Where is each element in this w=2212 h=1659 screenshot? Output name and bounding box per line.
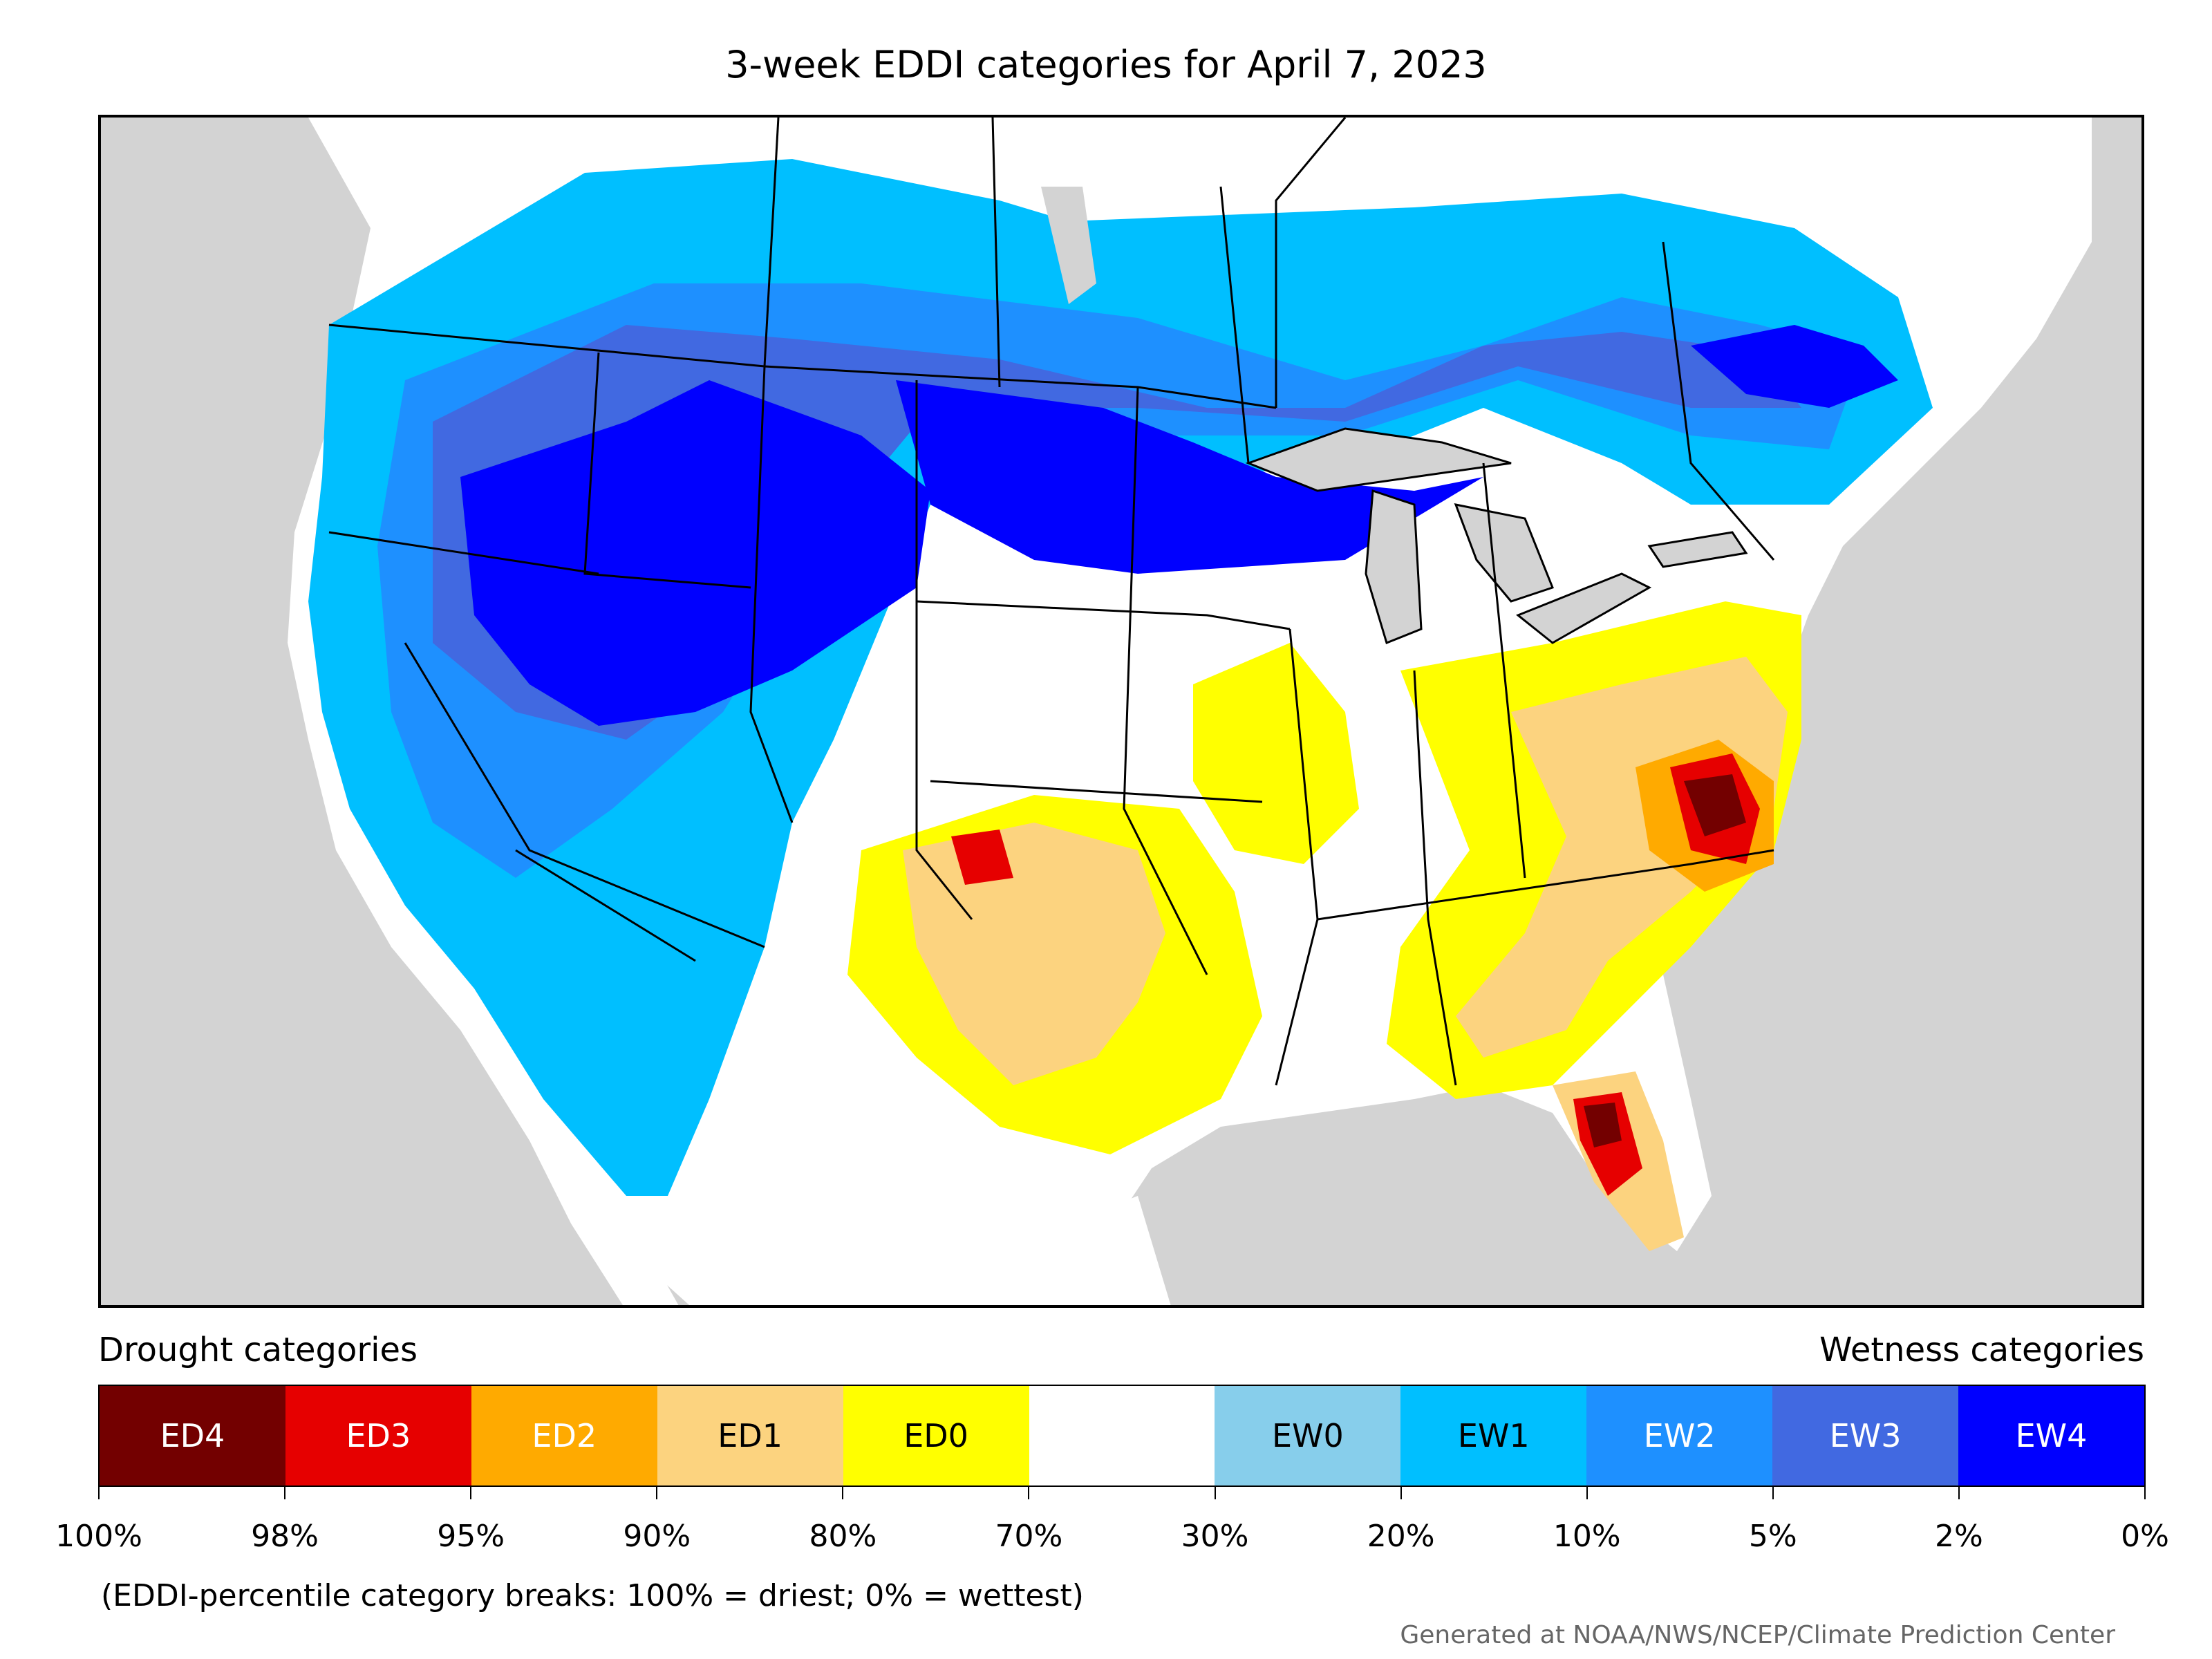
lake-ontario <box>1647 531 1748 568</box>
wetness-categories-heading: Wetness categories <box>1819 1331 2144 1369</box>
lake-winnipeg <box>1041 187 1096 304</box>
lake-michigan <box>1365 489 1423 645</box>
dry-ed3-oklahoma <box>951 830 1013 885</box>
legend-tick-label: 100% <box>55 1519 142 1554</box>
legend-tick-label: 95% <box>437 1519 505 1554</box>
map-title: 3-week EDDI categories for April 7, 2023 <box>725 43 1487 86</box>
legend-category-ew3: EW3 <box>1772 1386 1959 1485</box>
legend-tick-label: 98% <box>251 1519 319 1554</box>
legend-ticks <box>98 1487 2146 1515</box>
percentile-note: (EDDI-percentile category breaks: 100% =… <box>101 1578 1084 1613</box>
category-color-bar: ED4 ED3 ED2 ED1 ED0 EW0 EW1 EW2 EW3 EW4 <box>98 1385 2146 1487</box>
legend-tick-label: 10% <box>1553 1519 1621 1554</box>
legend-category-ew4: EW4 <box>1958 1386 2144 1485</box>
legend-category-ew0: EW0 <box>1215 1386 1401 1485</box>
wet-ew4-core <box>460 380 930 726</box>
legend-category-ed3: ED3 <box>285 1386 471 1485</box>
legend-category-ew2: EW2 <box>1586 1386 1773 1485</box>
legend-tick-label: 70% <box>995 1519 1063 1554</box>
dry-ed0-midwest <box>1193 643 1359 864</box>
lake-erie <box>1516 572 1652 644</box>
legend-category-ed1: ED1 <box>657 1386 843 1485</box>
credit-line: Generated at NOAA/NWS/NCEP/Climate Predi… <box>1400 1621 2115 1649</box>
legend-category-ed2: ED2 <box>471 1386 657 1485</box>
legend-tick <box>1958 1487 1960 1499</box>
wet-ew4-plains <box>896 380 1483 574</box>
lake-huron <box>1454 503 1554 603</box>
legend-tick <box>470 1487 472 1499</box>
legend-tick-label: 20% <box>1367 1519 1435 1554</box>
legend-tick-label: 90% <box>623 1519 691 1554</box>
dry-ed1-southern-plains <box>903 823 1165 1085</box>
legend-tick <box>284 1487 286 1499</box>
legend-tick-label: 5% <box>1748 1519 1797 1554</box>
legend-category-ew1: EW1 <box>1400 1386 1587 1485</box>
eddi-map <box>288 118 2092 1305</box>
drought-categories-heading: Drought categories <box>98 1331 418 1369</box>
legend-tick <box>1214 1487 1216 1499</box>
lake-superior <box>1245 427 1512 492</box>
map-panel <box>98 115 2144 1308</box>
legend-tick-label: 30% <box>1181 1519 1249 1554</box>
legend-tick <box>1028 1487 1030 1499</box>
legend-category-ed0: ED0 <box>843 1386 1029 1485</box>
legend-category-ed4: ED4 <box>100 1386 285 1485</box>
legend-tick <box>656 1487 658 1499</box>
political-borders <box>328 118 1775 1086</box>
legend-tick-label: 0% <box>2121 1519 2169 1554</box>
legend-category-neutral <box>1029 1386 1215 1485</box>
dry-ed4-virginia <box>1684 774 1746 836</box>
legend-tick <box>1586 1487 1588 1499</box>
legend-tick <box>2144 1487 2146 1499</box>
wet-ew4-northeast <box>1691 325 1898 408</box>
dry-ed4-florida <box>1584 1103 1622 1147</box>
mexico-outline <box>723 1196 1171 1305</box>
legend-tick <box>842 1487 844 1499</box>
legend-tick <box>1400 1487 1402 1499</box>
legend-tick-label: 2% <box>1935 1519 1983 1554</box>
legend-tick <box>1772 1487 1774 1499</box>
legend-tick-label: 80% <box>809 1519 877 1554</box>
legend-tick <box>98 1487 100 1499</box>
